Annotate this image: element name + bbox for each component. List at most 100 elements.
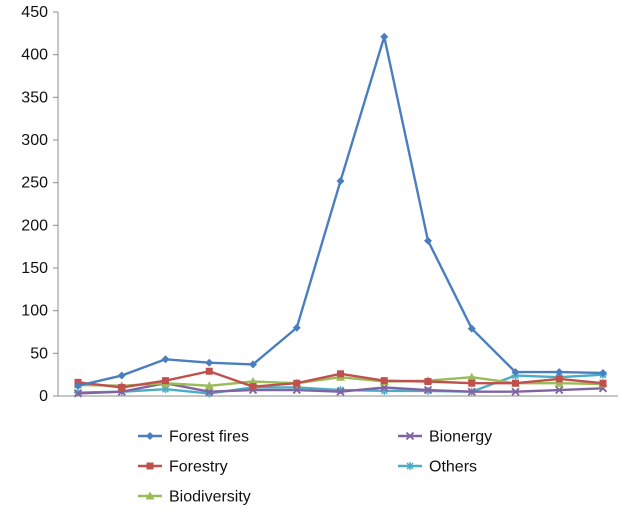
diamond-marker bbox=[511, 368, 520, 377]
data-point bbox=[161, 355, 170, 364]
data-point bbox=[161, 385, 170, 394]
legend-label: Others bbox=[429, 459, 477, 476]
series-layer bbox=[73, 32, 608, 398]
data-point bbox=[512, 379, 519, 387]
diamond-marker bbox=[292, 323, 301, 332]
data-point bbox=[555, 368, 564, 377]
data-point bbox=[380, 383, 389, 392]
data-point bbox=[292, 385, 301, 395]
y-tick-label: 450 bbox=[21, 4, 48, 21]
star-marker bbox=[205, 389, 214, 398]
square-marker bbox=[118, 383, 126, 391]
y-tick-label: 100 bbox=[21, 303, 48, 320]
diamond-marker bbox=[467, 324, 476, 333]
square-marker bbox=[205, 367, 213, 375]
square-marker bbox=[380, 377, 388, 385]
data-point bbox=[380, 386, 389, 395]
data-point bbox=[380, 377, 388, 385]
y-tick-label: 300 bbox=[21, 132, 48, 149]
x-marker bbox=[336, 387, 345, 396]
data-point bbox=[204, 381, 214, 390]
data-point bbox=[424, 377, 432, 385]
data-point bbox=[293, 379, 301, 387]
star-marker bbox=[292, 383, 301, 392]
data-point bbox=[336, 386, 345, 395]
legend: Forest fires Forestry Biodiversity Bionergy… bbox=[138, 429, 492, 506]
diamond-marker bbox=[424, 236, 432, 245]
diamond-marker bbox=[336, 176, 345, 185]
x-marker bbox=[292, 385, 301, 395]
data-point bbox=[162, 377, 169, 385]
square-marker bbox=[162, 377, 169, 385]
data-point bbox=[205, 358, 214, 367]
diamond-marker bbox=[249, 360, 257, 369]
star-marker bbox=[336, 386, 345, 395]
square-marker bbox=[512, 379, 519, 387]
data-point bbox=[205, 367, 213, 375]
legend-item: Forest fires bbox=[138, 429, 249, 446]
data-point bbox=[249, 360, 257, 369]
data-point bbox=[467, 387, 476, 396]
data-point bbox=[511, 387, 520, 396]
x-marker bbox=[405, 431, 415, 441]
y-tick-label: 200 bbox=[21, 217, 48, 234]
diamond-marker bbox=[117, 371, 126, 380]
triangle-marker bbox=[554, 378, 564, 387]
series-forest-fires bbox=[74, 32, 607, 390]
data-point bbox=[555, 375, 563, 383]
triangle-marker bbox=[248, 376, 258, 385]
x-marker bbox=[380, 383, 389, 392]
data-point bbox=[337, 370, 344, 378]
square-marker bbox=[424, 377, 432, 385]
data-point bbox=[118, 383, 126, 391]
data-point bbox=[336, 387, 345, 396]
square-marker bbox=[146, 462, 154, 470]
y-tick-label: 350 bbox=[21, 89, 48, 106]
triangle-marker bbox=[145, 491, 155, 500]
diamond-marker bbox=[146, 432, 154, 440]
data-point bbox=[292, 323, 301, 332]
data-point bbox=[599, 368, 607, 377]
data-point bbox=[292, 383, 301, 392]
legend-item: Others bbox=[398, 459, 477, 476]
x-marker bbox=[511, 387, 520, 396]
y-tick-label: 400 bbox=[21, 47, 48, 64]
data-point bbox=[336, 176, 345, 185]
x-marker bbox=[423, 385, 433, 395]
x-marker bbox=[467, 387, 476, 396]
square-marker bbox=[468, 379, 476, 387]
data-point bbox=[117, 371, 126, 380]
square-marker bbox=[337, 370, 344, 378]
data-point bbox=[423, 385, 433, 395]
triangle-marker bbox=[204, 381, 214, 390]
triangle-marker bbox=[467, 372, 477, 381]
data-point bbox=[511, 368, 520, 377]
data-point bbox=[599, 379, 607, 387]
x-marker bbox=[555, 385, 564, 395]
legend-label: Forest fires bbox=[169, 429, 249, 446]
y-tick-label: 150 bbox=[21, 260, 48, 277]
diamond-marker bbox=[161, 355, 170, 364]
legend-item: Bionergy bbox=[398, 429, 492, 446]
square-marker bbox=[555, 375, 563, 383]
diamond-marker bbox=[380, 32, 389, 41]
diamond-marker bbox=[205, 358, 214, 367]
star-marker bbox=[406, 462, 414, 470]
data-point bbox=[467, 372, 477, 381]
square-marker bbox=[599, 379, 607, 387]
data-point bbox=[468, 379, 476, 387]
data-point bbox=[554, 378, 564, 387]
data-point bbox=[380, 32, 389, 41]
star-marker bbox=[380, 386, 389, 395]
legend-label: Biodiversity bbox=[169, 489, 251, 506]
axes: 0 50 100 150 200 250 300 350 400 450 bbox=[21, 4, 618, 405]
y-tick-label: 0 bbox=[39, 388, 48, 405]
data-point bbox=[205, 389, 214, 398]
square-marker bbox=[249, 383, 257, 391]
data-point bbox=[248, 376, 258, 385]
data-point bbox=[555, 385, 564, 395]
series-line bbox=[77, 35, 604, 387]
y-tick-label: 250 bbox=[21, 175, 48, 192]
